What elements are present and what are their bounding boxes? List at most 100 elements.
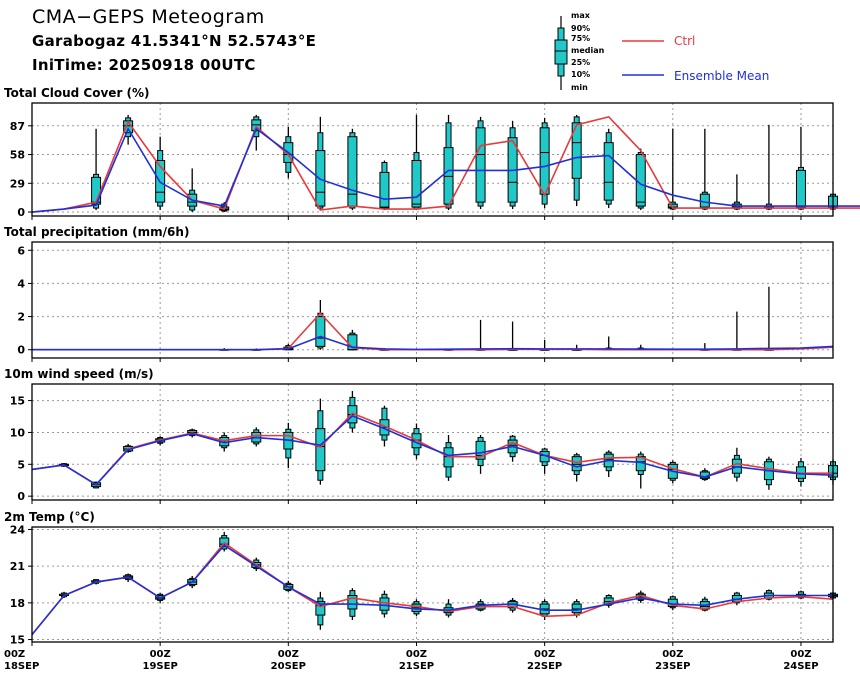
panel-frame xyxy=(31,526,834,643)
y-tick-label: 87 xyxy=(10,120,25,133)
box-inner-25-75 xyxy=(795,169,806,209)
y-tick-label: 15 xyxy=(10,634,25,647)
legend-stat-label: min xyxy=(571,83,588,92)
legend-box-inner xyxy=(554,39,568,65)
y-tick-label: 6 xyxy=(17,244,25,257)
ensemble-box xyxy=(507,321,518,351)
ensemble-mean-line xyxy=(31,414,834,486)
legend-mean-label: Ensemble Mean xyxy=(674,69,769,83)
box-inner-25-75 xyxy=(475,127,486,203)
x-tick-time: 00Z xyxy=(662,649,683,660)
x-tick-date: 18SEP xyxy=(4,661,39,672)
ensemble-box xyxy=(379,160,390,211)
box-inner-25-75 xyxy=(347,595,358,610)
ensemble-box xyxy=(603,450,614,478)
ensemble-box xyxy=(699,128,710,211)
ensemble-box xyxy=(283,422,294,469)
ensemble-box xyxy=(155,136,166,211)
box-inner-25-75 xyxy=(315,316,326,347)
ensemble-box xyxy=(315,116,326,211)
x-tick-time: 00Z xyxy=(406,649,427,660)
x-tick-time: 00Z xyxy=(790,649,811,660)
x-tick-time: 00Z xyxy=(278,649,299,660)
panel-wind: 0 5 10 15 10m wind speed (m/s) xyxy=(4,367,838,504)
x-tick-date: 23SEP xyxy=(655,661,690,672)
x-tick-time: 00Z xyxy=(150,649,171,660)
y-tick-label: 4 xyxy=(17,277,25,290)
ensemble-box xyxy=(763,124,774,211)
panel-frame xyxy=(31,241,834,359)
ensemble-box xyxy=(443,434,454,481)
box-inner-25-75 xyxy=(635,154,646,207)
x-tick-date: 20SEP xyxy=(271,661,306,672)
ensemble-box xyxy=(315,300,326,350)
ensemble-box xyxy=(667,128,678,211)
x-tick-date: 22SEP xyxy=(527,661,562,672)
station-location: Garabogaz 41.5341°N 52.5743°E xyxy=(32,32,317,50)
meteogram-title: CMA−GEPS Meteogram xyxy=(32,6,265,28)
ensemble-box xyxy=(539,447,550,474)
ensemble-box xyxy=(635,451,646,489)
box-inner-25-75 xyxy=(315,428,326,472)
legend-stat-label: median xyxy=(571,46,605,55)
panel-title: Total precipitation (mm/6h) xyxy=(4,225,189,239)
ensemble-box xyxy=(443,114,454,211)
box-inner-25-75 xyxy=(315,601,326,616)
ensemble-box xyxy=(603,336,614,351)
legend-stat-label: 10% xyxy=(571,70,590,79)
y-tick-label: 2 xyxy=(17,311,25,324)
ctrl-series-line xyxy=(32,312,834,351)
y-tick-label: 10 xyxy=(10,426,26,439)
box-inner-25-75 xyxy=(379,597,390,611)
ensemble-box xyxy=(315,591,326,630)
legend-stat-label: 25% xyxy=(571,58,590,67)
box-inner-25-75 xyxy=(539,127,550,195)
panel-title: Total Cloud Cover (%) xyxy=(4,86,150,100)
ensemble-box xyxy=(731,174,742,211)
ctrl-series-line xyxy=(31,541,834,636)
y-tick-label: 18 xyxy=(10,597,25,610)
box-inner-25-75 xyxy=(379,171,390,209)
panel-frame xyxy=(31,383,834,501)
box-inner-25-75 xyxy=(347,136,358,207)
box-inner-25-75 xyxy=(603,142,614,201)
panel-title: 10m wind speed (m/s) xyxy=(4,367,154,381)
ensemble-box xyxy=(475,319,486,351)
y-tick-label: 0 xyxy=(17,490,25,503)
legend-stat-label: max xyxy=(571,11,591,20)
y-tick-label: 15 xyxy=(10,395,25,408)
box-inner-25-75 xyxy=(571,456,582,472)
y-tick-label: 58 xyxy=(10,149,25,162)
ensemble-box xyxy=(475,116,486,210)
ensemble-box xyxy=(539,117,550,209)
box-inner-25-75 xyxy=(475,440,486,460)
ensemble-box xyxy=(699,468,710,481)
ensemble-box xyxy=(347,128,358,211)
y-tick-label: 5 xyxy=(17,458,25,471)
ensemble-box xyxy=(507,120,518,210)
panel-cloud: 0 29 58 87 Total Cloud Cover (%) xyxy=(4,86,860,220)
panel-frame xyxy=(31,102,834,217)
ensemble-box xyxy=(443,599,454,618)
box-inner-25-75 xyxy=(571,122,582,179)
ensemble-box xyxy=(603,128,614,209)
y-tick-label: 29 xyxy=(10,177,25,190)
ensemble-box xyxy=(187,168,198,213)
y-tick-label: 0 xyxy=(17,344,25,357)
ensemble-box xyxy=(347,391,358,433)
box-inner-25-75 xyxy=(411,159,422,208)
ensemble-box xyxy=(379,590,390,618)
init-time: IniTime: 20250918 00UTC xyxy=(32,56,256,74)
ensemble-box xyxy=(763,456,774,490)
ensemble-mean-line xyxy=(31,544,833,636)
legend-ctrl-label: Ctrl xyxy=(674,34,695,48)
ensemble-box xyxy=(507,434,518,462)
legend-stat-label: 75% xyxy=(571,34,590,43)
panel-precip: 0 2 4 6 Total precipitation (mm/6h) xyxy=(4,225,834,362)
panel-title: 2m Temp (°C) xyxy=(4,510,95,524)
ensemble-box xyxy=(795,126,806,211)
y-tick-label: 24 xyxy=(10,523,26,536)
ensemble-box xyxy=(763,286,774,351)
